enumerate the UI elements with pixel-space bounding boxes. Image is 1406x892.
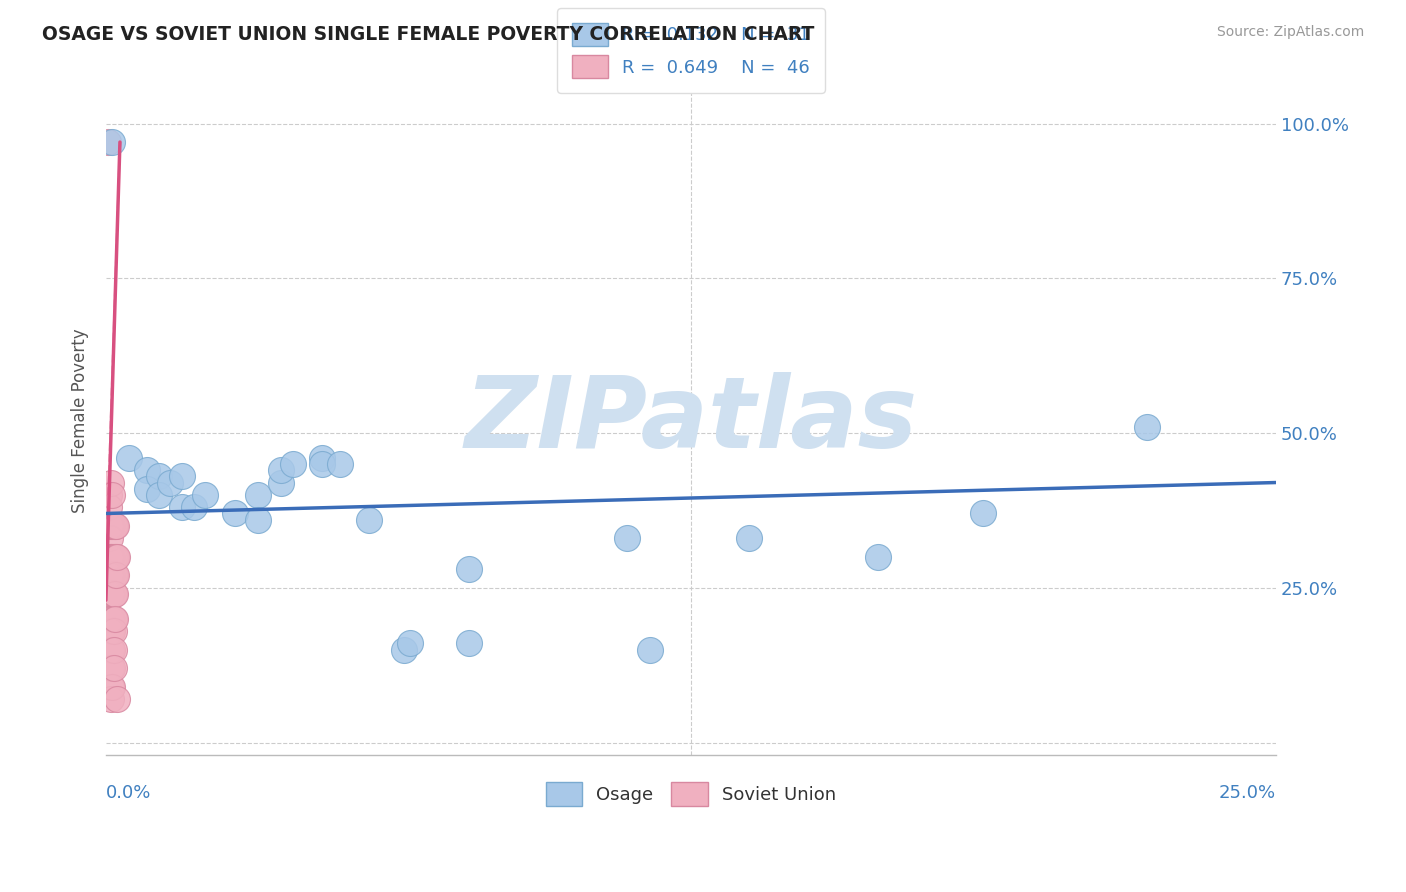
Point — [101, 661, 124, 675]
Point — [194, 488, 217, 502]
Point — [104, 549, 127, 564]
Point — [100, 475, 122, 490]
Point — [101, 519, 124, 533]
Point — [100, 135, 122, 149]
Point — [118, 450, 141, 465]
Point — [170, 500, 193, 515]
Point — [97, 135, 120, 149]
Text: OSAGE VS SOVIET UNION SINGLE FEMALE POVERTY CORRELATION CHART: OSAGE VS SOVIET UNION SINGLE FEMALE POVE… — [42, 25, 814, 44]
Point — [394, 642, 416, 657]
Point — [616, 531, 638, 545]
Point — [100, 612, 122, 626]
Point — [183, 500, 205, 515]
Point — [1136, 420, 1159, 434]
Point — [104, 549, 127, 564]
Point — [100, 568, 122, 582]
Point — [170, 469, 193, 483]
Point — [100, 661, 122, 675]
Point — [100, 587, 122, 601]
Point — [103, 519, 125, 533]
Point — [104, 519, 127, 533]
Point — [104, 519, 127, 533]
Point — [101, 549, 124, 564]
Point — [101, 612, 124, 626]
Point — [148, 469, 170, 483]
Point — [270, 463, 292, 477]
Point — [104, 587, 127, 601]
Point — [311, 450, 333, 465]
Point — [359, 513, 381, 527]
Point — [135, 482, 157, 496]
Point — [100, 624, 122, 639]
Point — [98, 500, 121, 515]
Text: 25.0%: 25.0% — [1219, 784, 1277, 802]
Point — [100, 642, 122, 657]
Point — [159, 475, 181, 490]
Point — [281, 457, 304, 471]
Point — [103, 549, 125, 564]
Point — [103, 642, 125, 657]
Point — [972, 507, 994, 521]
Point — [104, 568, 127, 582]
Point — [457, 636, 479, 650]
Point — [457, 562, 479, 576]
Point — [247, 513, 270, 527]
Point — [101, 568, 124, 582]
Point — [247, 488, 270, 502]
Point — [224, 507, 246, 521]
Point — [104, 568, 127, 582]
Point — [868, 549, 890, 564]
Point — [738, 531, 761, 545]
Point — [103, 661, 125, 675]
Point — [101, 624, 124, 639]
Point — [135, 463, 157, 477]
Point — [100, 519, 122, 533]
Point — [311, 457, 333, 471]
Point — [100, 692, 122, 706]
Point — [103, 568, 125, 582]
Y-axis label: Single Female Poverty: Single Female Poverty — [72, 328, 89, 513]
Point — [103, 624, 125, 639]
Point — [98, 531, 121, 545]
Point — [98, 568, 121, 582]
Point — [270, 475, 292, 490]
Point — [98, 519, 121, 533]
Point — [101, 587, 124, 601]
Point — [101, 642, 124, 657]
Point — [103, 612, 125, 626]
Legend: Osage, Soviet Union: Osage, Soviet Union — [538, 775, 844, 813]
Point — [105, 549, 128, 564]
Point — [638, 642, 661, 657]
Point — [100, 680, 122, 694]
Text: ZIPatlas: ZIPatlas — [464, 372, 918, 469]
Text: Source: ZipAtlas.com: Source: ZipAtlas.com — [1216, 25, 1364, 39]
Point — [100, 549, 122, 564]
Point — [148, 488, 170, 502]
Point — [98, 488, 121, 502]
Text: 0.0%: 0.0% — [105, 784, 152, 802]
Point — [105, 692, 128, 706]
Point — [98, 549, 121, 564]
Point — [101, 488, 124, 502]
Point — [103, 587, 125, 601]
Point — [329, 457, 352, 471]
Point — [104, 612, 127, 626]
Point — [399, 636, 422, 650]
Point — [101, 680, 124, 694]
